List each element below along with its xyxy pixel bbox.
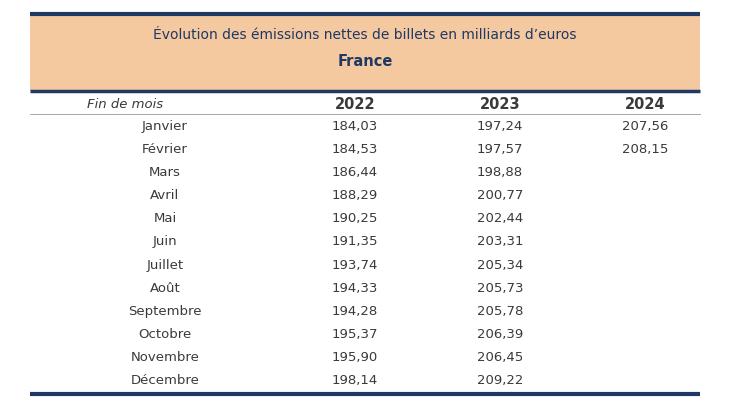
Text: 188,29: 188,29 xyxy=(332,189,378,202)
Text: Fin de mois: Fin de mois xyxy=(87,98,163,111)
Text: 184,03: 184,03 xyxy=(332,120,378,133)
Text: 207,56: 207,56 xyxy=(622,120,668,133)
Text: 200,77: 200,77 xyxy=(477,189,523,202)
Text: 206,39: 206,39 xyxy=(477,327,523,340)
Text: 191,35: 191,35 xyxy=(331,235,378,248)
Text: Novembre: Novembre xyxy=(131,350,199,363)
Text: 197,57: 197,57 xyxy=(477,143,523,156)
Text: France: France xyxy=(337,54,393,70)
Text: 205,78: 205,78 xyxy=(477,304,523,317)
Text: Août: Août xyxy=(150,281,180,294)
Text: Février: Février xyxy=(142,143,188,156)
Text: 2022: 2022 xyxy=(334,97,375,112)
Text: 194,28: 194,28 xyxy=(332,304,378,317)
Text: 202,44: 202,44 xyxy=(477,212,523,225)
Text: Mars: Mars xyxy=(149,166,181,179)
Text: 209,22: 209,22 xyxy=(477,373,523,386)
Text: 205,34: 205,34 xyxy=(477,258,523,271)
Text: Juin: Juin xyxy=(153,235,177,248)
Text: Avril: Avril xyxy=(150,189,180,202)
Text: 186,44: 186,44 xyxy=(332,166,378,179)
Text: 2024: 2024 xyxy=(625,97,665,112)
Text: 194,33: 194,33 xyxy=(332,281,378,294)
Text: 203,31: 203,31 xyxy=(477,235,523,248)
Text: Juillet: Juillet xyxy=(147,258,183,271)
Text: 197,24: 197,24 xyxy=(477,120,523,133)
Text: Janvier: Janvier xyxy=(142,120,188,133)
Text: Évolution des émissions nettes de billets en milliards d’euros: Évolution des émissions nettes de billet… xyxy=(153,28,577,42)
Text: 208,15: 208,15 xyxy=(622,143,668,156)
Text: 206,45: 206,45 xyxy=(477,350,523,363)
Text: 198,14: 198,14 xyxy=(332,373,378,386)
Text: 195,90: 195,90 xyxy=(332,350,378,363)
Text: Mai: Mai xyxy=(153,212,177,225)
Text: 193,74: 193,74 xyxy=(332,258,378,271)
Bar xyxy=(30,15,700,92)
Text: Décembre: Décembre xyxy=(131,373,199,386)
Text: 190,25: 190,25 xyxy=(332,212,378,225)
Text: 184,53: 184,53 xyxy=(332,143,378,156)
Text: Septembre: Septembre xyxy=(128,304,201,317)
Text: 195,37: 195,37 xyxy=(331,327,378,340)
Text: 205,73: 205,73 xyxy=(477,281,523,294)
Text: 198,88: 198,88 xyxy=(477,166,523,179)
Text: Octobre: Octobre xyxy=(139,327,191,340)
Text: 2023: 2023 xyxy=(480,97,520,112)
